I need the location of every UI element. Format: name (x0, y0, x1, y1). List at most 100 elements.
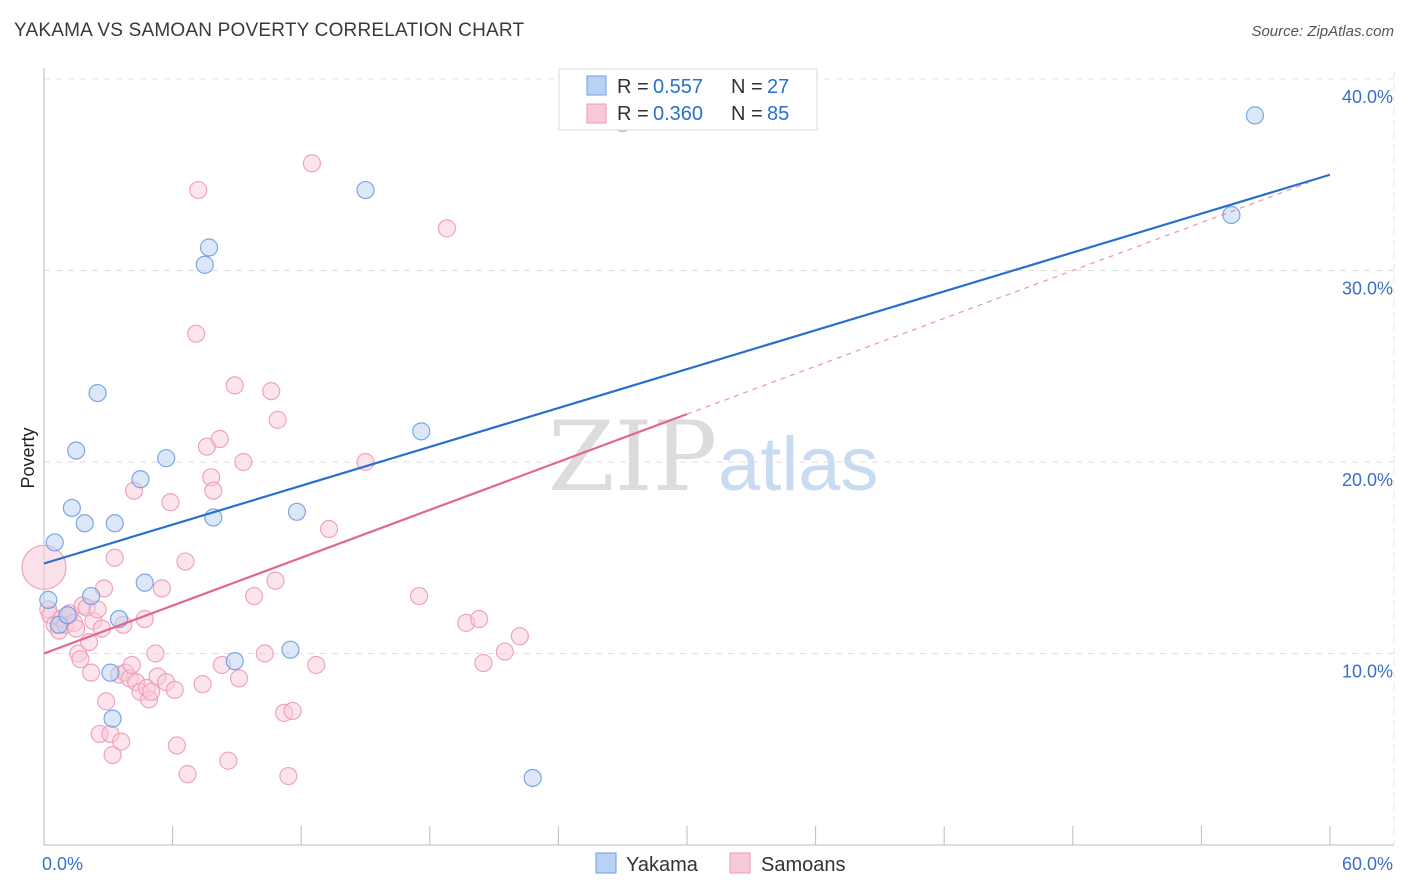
samoans-point-24 (103, 745, 122, 765)
yakama-point-1 (45, 533, 64, 552)
yakama-point-20 (281, 640, 300, 659)
samoans-point-27 (112, 732, 131, 751)
legend-r-value-yakama: 0.557 (653, 76, 703, 98)
samoans-point-16 (82, 663, 101, 682)
y-tick-label-0: 10.0% (1342, 662, 1393, 682)
samoans-point-12 (71, 650, 90, 669)
samoans-point-0 (21, 544, 67, 590)
yakama-point-5 (67, 441, 86, 460)
yakama-point-15 (157, 449, 176, 468)
samoans-point-22 (97, 692, 116, 711)
samoans-point-66 (279, 766, 298, 786)
x-tick-labels: 0.0% 60.0% (42, 854, 1393, 874)
yakama-point-11 (105, 514, 124, 533)
samoans-point-68 (302, 154, 322, 173)
watermark-zip: ZIP (548, 401, 717, 513)
bottom-legend-swatch-samoans (729, 852, 751, 874)
yakama-point-26 (1245, 106, 1265, 125)
samoans-point-46 (176, 552, 195, 571)
samoans-point-72 (409, 586, 429, 606)
yakama-point-13 (131, 470, 150, 489)
samoans-point-77 (495, 642, 514, 661)
samoans-point-64 (268, 410, 287, 429)
x-tick-label-0: 0.0% (42, 854, 83, 874)
legend-swatch-samoans (586, 103, 607, 124)
samoans-point-59 (234, 452, 253, 472)
samoans-point-56 (219, 751, 238, 770)
samoans-point-73 (437, 219, 457, 238)
samoans-point-69 (307, 655, 326, 675)
samoans-point-67 (283, 701, 302, 721)
chart-title: YAKAMA VS SAMOAN POVERTY CORRELATION CHA… (14, 20, 525, 41)
samoans-point-57 (225, 376, 244, 395)
legend-swatch-yakama (586, 75, 607, 96)
bottom-legend-label-yakama: Yakama (626, 854, 699, 876)
samoans-point-50 (193, 675, 212, 694)
yakama-point-3 (58, 606, 77, 625)
samoans-point-63 (266, 571, 285, 590)
data-points (21, 106, 1265, 788)
trend-lines (43, 173, 1331, 655)
y-tick-label-1: 20.0% (1342, 470, 1393, 490)
samoans-point-10 (67, 619, 86, 638)
yakama-point-14 (135, 573, 154, 592)
samoans-point-39 (146, 644, 165, 663)
watermark-atlas: atlas (718, 422, 879, 507)
samoans-point-31 (122, 655, 141, 675)
bottom-legend-swatch-yakama (595, 852, 617, 874)
yakama-point-8 (88, 383, 107, 403)
yakama-point-22 (356, 180, 375, 200)
samoans-point-75 (469, 609, 489, 629)
samoans-point-71 (356, 452, 375, 472)
samoans-trend-line (43, 413, 688, 655)
samoans-point-61 (255, 644, 274, 663)
samoans-point-47 (178, 765, 197, 784)
legend-stats: R = 0.557 N = 27 R = 0.360 N = 85 (558, 68, 818, 131)
samoans-point-60 (244, 586, 264, 606)
legend-series: Yakama Samoans (595, 852, 846, 876)
yakama-point-10 (103, 709, 122, 728)
y-tick-label-3: 40.0% (1342, 87, 1393, 107)
yakama-point-6 (75, 514, 94, 533)
yakama-point-0 (39, 590, 58, 609)
samoans-point-44 (165, 680, 184, 699)
y-tick-labels: 10.0% 20.0% 30.0% 40.0% (1342, 87, 1393, 682)
samoans-point-62 (262, 382, 281, 401)
samoans-point-38 (142, 682, 161, 701)
watermark: ZIP atlas (548, 401, 879, 513)
yakama-point-25 (1222, 205, 1241, 225)
yakama-point-17 (199, 238, 219, 257)
samoans-trend-extension (686, 182, 1309, 415)
legend-n-value-yakama: 27 (767, 76, 789, 98)
samoans-point-43 (161, 493, 180, 512)
y-tick-label-2: 30.0% (1342, 279, 1393, 299)
samoans-point-53 (204, 481, 223, 500)
yakama-point-23 (412, 422, 431, 441)
legend-r-label-samoans: R = (617, 103, 649, 125)
yakama-trend-line (43, 173, 1331, 565)
samoans-point-45 (167, 736, 186, 755)
yakama-point-21 (287, 502, 307, 521)
legend-r-value-samoans: 0.360 (653, 103, 703, 125)
legend-n-value-samoans: 85 (767, 103, 789, 125)
yakama-point-19 (225, 652, 244, 671)
samoans-point-48 (187, 324, 206, 343)
legend-n-label-samoans: N = (731, 103, 763, 125)
samoans-point-58 (229, 669, 249, 688)
yakama-point-16 (195, 255, 214, 274)
yakama-point-9 (101, 663, 120, 682)
samoans-point-76 (474, 653, 493, 673)
y-axis-title: Poverty (18, 427, 38, 488)
axes (43, 68, 1394, 846)
legend-r-label-yakama: R = (617, 76, 649, 98)
source-credit: Source: ZipAtlas.com (1251, 23, 1394, 40)
legend-n-label-yakama: N = (731, 76, 763, 98)
samoans-point-41 (152, 579, 171, 598)
samoans-point-78 (510, 627, 529, 646)
yakama-point-4 (62, 498, 81, 518)
samoans-point-25 (105, 548, 124, 567)
yakama-point-24 (523, 768, 542, 788)
bottom-legend-label-samoans: Samoans (761, 854, 846, 876)
yakama-point-7 (82, 586, 101, 606)
